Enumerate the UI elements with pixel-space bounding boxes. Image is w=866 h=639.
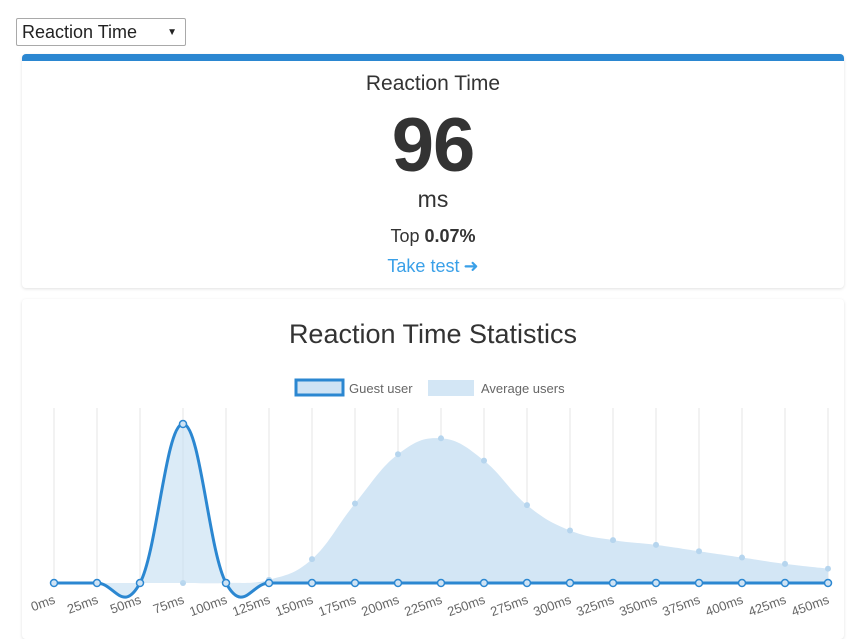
rank-value: 0.07%	[424, 226, 476, 246]
point-average-users	[567, 527, 573, 534]
x-tick-label: 175ms	[316, 592, 358, 620]
statistics-title: Reaction Time Statistics	[288, 319, 578, 349]
point-guest-user	[823, 578, 833, 588]
rank-prefix: Top	[390, 226, 425, 246]
result-unit: ms	[417, 186, 449, 212]
metric-select[interactable]: Reaction Time ▼	[16, 18, 186, 46]
x-tick-label: 25ms	[65, 592, 100, 617]
take-test-link[interactable]: Take test ➜	[22, 256, 844, 277]
x-tick-label: 325ms	[574, 592, 616, 620]
x-tick-label: 275ms	[488, 592, 530, 620]
point-guest-user	[436, 578, 446, 588]
point-guest-user	[694, 578, 704, 588]
chevron-down-icon: ▼	[167, 26, 177, 38]
point-guest-user	[780, 578, 790, 588]
card-accent-bar	[22, 54, 844, 61]
point-average-users	[653, 541, 659, 548]
x-tick-label: 450ms	[789, 592, 831, 620]
result-title: Reaction Time	[365, 72, 501, 95]
x-tick-label: 50ms	[108, 592, 143, 617]
point-guest-user	[49, 578, 59, 588]
x-tick-label: 200ms	[359, 592, 401, 620]
result-score: 96	[391, 103, 476, 188]
x-tick-label: 225ms	[402, 592, 444, 620]
point-average-users	[309, 556, 315, 563]
point-guest-user	[479, 578, 489, 588]
series-area-average-users	[54, 438, 828, 584]
arrow-right-icon: ➜	[463, 256, 479, 276]
x-tick-label: 350ms	[617, 592, 659, 620]
x-tick-label: 150ms	[273, 592, 315, 620]
point-guest-user	[608, 578, 618, 588]
x-tick-label: 75ms	[151, 592, 186, 617]
point-guest-user	[393, 578, 403, 588]
result-rank: Top 0.07%	[22, 226, 844, 247]
point-guest-user	[135, 578, 145, 588]
x-tick-label: 0ms	[29, 592, 58, 615]
point-average-users	[739, 554, 745, 561]
x-tick-label: 100ms	[187, 592, 229, 620]
point-average-users	[782, 560, 788, 567]
point-guest-user	[307, 578, 317, 588]
point-guest-user	[264, 578, 274, 588]
series-line-guest-user	[54, 422, 828, 599]
metric-select-value: Reaction Time	[22, 21, 138, 42]
point-guest-user	[651, 578, 661, 588]
take-test-label: Take test	[387, 256, 460, 276]
point-average-users	[438, 435, 444, 442]
point-guest-user	[92, 578, 102, 588]
point-average-users	[352, 500, 358, 507]
x-tick-label: 400ms	[703, 592, 745, 620]
point-average-users	[481, 457, 487, 464]
x-tick-label: 425ms	[746, 592, 788, 620]
point-guest-user	[350, 578, 360, 588]
x-tick-label: 300ms	[531, 592, 573, 620]
point-average-users	[524, 502, 530, 509]
point-average-users	[825, 565, 831, 572]
point-guest-user	[565, 578, 575, 588]
point-guest-user	[178, 419, 188, 429]
x-tick-label: 375ms	[660, 592, 702, 620]
x-tick-label: 250ms	[445, 592, 487, 620]
legend-label-average-users: Average users	[481, 381, 565, 396]
point-average-users	[395, 451, 401, 458]
point-average-users	[610, 537, 616, 544]
point-guest-user	[737, 578, 747, 588]
result-card: Reaction Time 96 ms Top 0.07% Take test ➜	[22, 54, 844, 288]
legend-label-guest-user: Guest user	[349, 381, 413, 396]
point-guest-user	[522, 578, 532, 588]
point-average-users	[696, 548, 702, 555]
point-guest-user	[221, 578, 231, 588]
legend-swatch-average-users	[428, 380, 474, 396]
legend-swatch-guest-user	[294, 378, 345, 397]
